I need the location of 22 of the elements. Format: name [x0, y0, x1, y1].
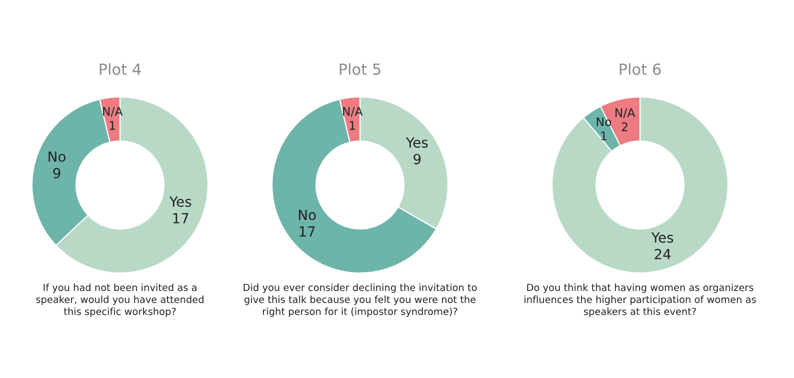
slice-label: N/A [615, 108, 636, 118]
chart-title: Plot 5 [340, 63, 380, 75]
data-label: 17 [173, 213, 188, 224]
slice-label: No [48, 151, 66, 162]
slice-label: Yes [406, 137, 428, 148]
text: Did you ever consider declining the invitation to give this talk because you felt you were not the right person for it (impostor syndrome)? [244, 284, 477, 317]
data-label: 1 [350, 121, 356, 130]
text: Do you think that having women as organizers influences the higher participation of women as speakers at this event? [524, 284, 756, 317]
data-label: 2 [622, 122, 628, 132]
slice-label: Yes [169, 196, 192, 207]
data-label: 9 [53, 168, 60, 178]
slice-label: Yes [651, 232, 674, 243]
donut-slice [551, 96, 729, 274]
data-label: 24 [654, 248, 671, 260]
data-label: 1 [601, 132, 606, 140]
slice-label: No [298, 210, 316, 220]
data-label: 1 [110, 121, 116, 130]
chart-title: Plot 4 [100, 63, 141, 75]
chart-title: Plot 6 [620, 63, 661, 75]
text: If you had not been invited as a speaker, would you have attended this specific workshop? [36, 284, 204, 317]
data-label: 17 [300, 226, 315, 237]
data-label: 9 [414, 154, 421, 164]
